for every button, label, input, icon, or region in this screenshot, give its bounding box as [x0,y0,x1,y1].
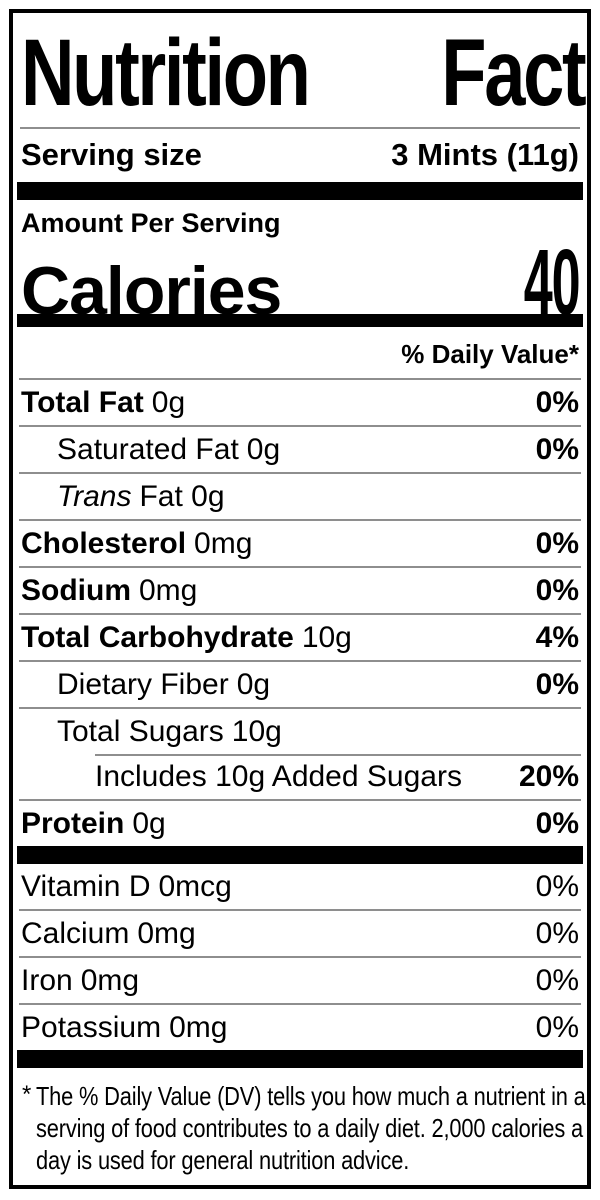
nutrient-text: Saturated Fat 0g [57,433,280,466]
nutrient-name: Total Carbohydrate [21,621,294,654]
title-word-nutrition: Nutrition [21,19,311,126]
nutrition-facts-label: Nutrition Facts Serving size 3 Mints (11… [9,9,591,1189]
nutrient-amount: 10g [231,715,282,748]
nutrient-dv: 0% [535,668,579,701]
footnote-text: The % Daily Value (DV) tells you how muc… [36,1080,586,1176]
row-total-fat: Total Fat 0g 0% [19,380,581,425]
vitamin-dv: 0% [535,964,579,997]
row-vitamin-d: Vitamin D 0mcg 0% [19,864,581,909]
nutrient-amount: 0mg [194,527,253,560]
calories-label: Calories [21,253,282,329]
title-word-facts: Facts [441,19,587,126]
row-total-carbohydrate: Total Carbohydrate 10g 4% [19,613,581,660]
nutrient-dv: 20% [518,760,579,793]
vitamin-text: Vitamin D 0mcg [21,870,232,903]
nutrient-amount: Fat 0g [139,480,225,513]
vitamin-name: Vitamin D [21,870,151,903]
vitamin-amount: 0mg [80,964,140,997]
nutrient-dv: 0% [535,386,579,419]
vitamin-name: Potassium [21,1011,162,1044]
serving-size-label: Serving size [21,137,202,172]
row-cholesterol: Cholesterol 0mg 0% [19,519,581,566]
thick-bar-bottom [17,1050,583,1068]
vitamin-name: Iron [21,964,73,997]
nutrient-text: Includes 10g Added Sugars [95,760,462,793]
footnote-line-3: day is used for general nutrition advice… [36,1145,410,1175]
nutrient-name: Total Sugars [57,715,224,748]
nutrient-dv: 0% [535,807,579,840]
row-iron: Iron 0mg 0% [19,956,581,1003]
nutrient-name: Protein [21,807,125,840]
nutrient-text: Sodium 0mg [21,574,197,607]
nutrient-name: Trans [57,480,132,513]
nutrient-amount: 0g [151,386,186,419]
row-total-sugars: Total Sugars 10g [19,707,581,754]
vitamin-amount: 0mcg [158,870,232,903]
nutrient-name: Cholesterol [21,527,187,560]
nutrient-text: Total Sugars 10g [57,715,282,748]
row-dietary-fiber: Dietary Fiber 0g 0% [19,660,581,707]
nutrient-dv: 4% [535,621,579,654]
nutrient-amount: 0g [132,807,166,840]
nutrient-name: Includes 10g Added Sugars [95,760,462,793]
nutrient-name: Sodium [21,574,131,607]
vitamin-dv: 0% [535,870,579,903]
footnote-line-2: serving of food contributes to a daily d… [36,1113,584,1143]
vitamin-text: Potassium 0mg [21,1011,227,1044]
nutrient-dv: 0% [535,527,579,560]
vitamin-dv: 0% [535,1011,579,1044]
row-saturated-fat: Saturated Fat 0g 0% [19,425,581,472]
thick-bar-middle [17,846,583,864]
nutrient-text: Total Carbohydrate 10g [21,621,352,654]
nutrient-amount: 0g [236,668,271,701]
nutrient-text: Protein 0g [21,807,166,840]
footnote-line-1: The % Daily Value (DV) tells you how muc… [36,1081,586,1111]
nutrient-text: Trans Fat 0g [57,480,225,513]
row-calcium: Calcium 0mg 0% [19,909,581,956]
nutrient-text: Total Fat 0g [21,386,185,419]
nutrient-rows: Total Fat 0g 0% Saturated Fat 0g 0% Trans F… [19,380,581,846]
row-protein: Protein 0g 0% [19,799,581,846]
nutrient-name: Dietary Fiber [57,668,229,701]
row-potassium: Potassium 0mg 0% [19,1003,581,1050]
serving-size-row: Serving size 3 Mints (11g) [19,129,581,182]
nutrient-dv: 0% [535,574,579,607]
row-trans-fat: Trans Fat 0g [19,472,581,519]
footnote-marker: * [22,1081,32,1108]
nutrient-text: Dietary Fiber 0g [57,668,270,701]
row-added-sugars: Includes 10g Added Sugars 20% [19,754,581,799]
row-sodium: Sodium 0mg 0% [19,566,581,613]
nutrient-text: Cholesterol 0mg [21,527,252,560]
vitamin-text: Calcium 0mg [21,917,196,950]
calories-value: 40 [523,230,580,334]
nutrient-dv: 0% [535,433,579,466]
vitamin-dv: 0% [535,917,579,950]
thick-bar-top [17,182,583,200]
nutrient-amount: 0g [246,433,281,466]
title-divider [20,127,580,129]
calories-row: Calories 40 [19,235,581,328]
daily-value-header: % Daily Value* [19,327,581,380]
nutrient-amount: 10g [301,621,352,654]
nutrient-amount: 0mg [139,574,198,607]
vitamin-name: Calcium [21,917,130,950]
serving-size-value: 3 Mints (11g) [391,137,579,172]
vitamin-rows: Vitamin D 0mcg 0% Calcium 0mg 0% Iron 0mg 0… [19,864,581,1050]
footnote: * The % Daily Value (DV) tells you how m… [19,1068,586,1176]
nutrient-name: Saturated Fat [57,433,239,466]
calories-bar [17,314,583,327]
nutrient-name: Total Fat [21,386,144,419]
vitamin-text: Iron 0mg [21,964,139,997]
amount-per-serving-label: Amount Per Serving [21,208,281,238]
vitamin-amount: 0mg [169,1011,228,1044]
label-title: Nutrition Facts [19,19,587,126]
vitamin-amount: 0mg [137,917,196,950]
